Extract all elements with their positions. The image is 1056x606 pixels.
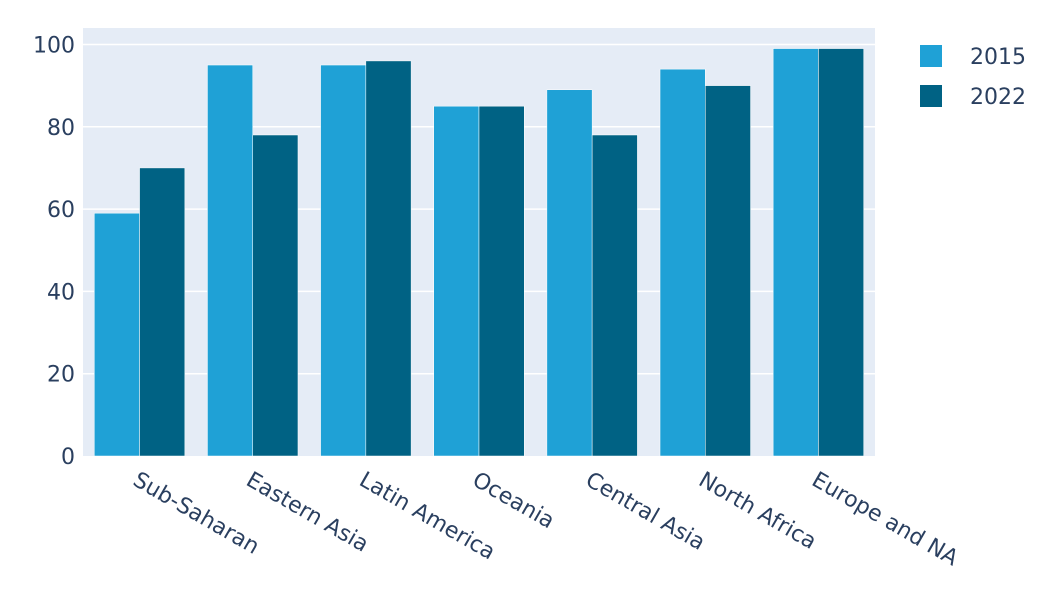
y-tick-label: 0 [61, 445, 75, 470]
legend-item-2022[interactable]: 2022 [920, 85, 1026, 110]
x-tick-label: Central Asia [581, 468, 709, 556]
x-tick-label: Eastern Asia [242, 468, 373, 558]
legend-swatch [920, 85, 942, 107]
legend-label: 2015 [970, 45, 1026, 70]
y-tick-label: 40 [47, 280, 75, 305]
legend-item-2015[interactable]: 2015 [920, 45, 1026, 70]
x-tick-label: Oceania [468, 468, 558, 535]
y-tick-label: 60 [47, 198, 75, 223]
legend-swatch [920, 45, 942, 67]
bar-2022-2[interactable] [365, 60, 412, 457]
bar-2022-4[interactable] [591, 134, 638, 457]
x-tick-label: Sub-Saharan [129, 468, 264, 560]
bar-2015-0[interactable] [94, 212, 140, 457]
bar-2015-6[interactable] [772, 48, 819, 457]
legend-label: 2022 [970, 85, 1026, 110]
bar-2015-4[interactable] [546, 89, 593, 457]
y-tick-label: 20 [47, 363, 75, 388]
bar-2022-0[interactable] [139, 167, 186, 457]
x-tick-label: Europe and NA [807, 468, 962, 572]
bar-2022-6[interactable] [818, 48, 864, 457]
bar-2022-5[interactable] [705, 85, 751, 457]
legend[interactable]: 2015 2022 [920, 45, 1026, 110]
x-tick-label: North Africa [694, 468, 820, 555]
y-tick-label: 80 [47, 116, 75, 141]
bar-2015-1[interactable] [207, 64, 253, 457]
bar-2015-2[interactable] [320, 64, 367, 457]
bar-2022-3[interactable] [478, 105, 525, 457]
bars [94, 48, 864, 457]
y-tick-label: 100 [33, 33, 75, 58]
bar-2015-5[interactable] [659, 68, 706, 457]
y-axis-ticks: 0 20 40 60 80 100 [33, 33, 75, 470]
bar-2015-3[interactable] [433, 105, 480, 457]
bar-2022-1[interactable] [252, 134, 299, 457]
